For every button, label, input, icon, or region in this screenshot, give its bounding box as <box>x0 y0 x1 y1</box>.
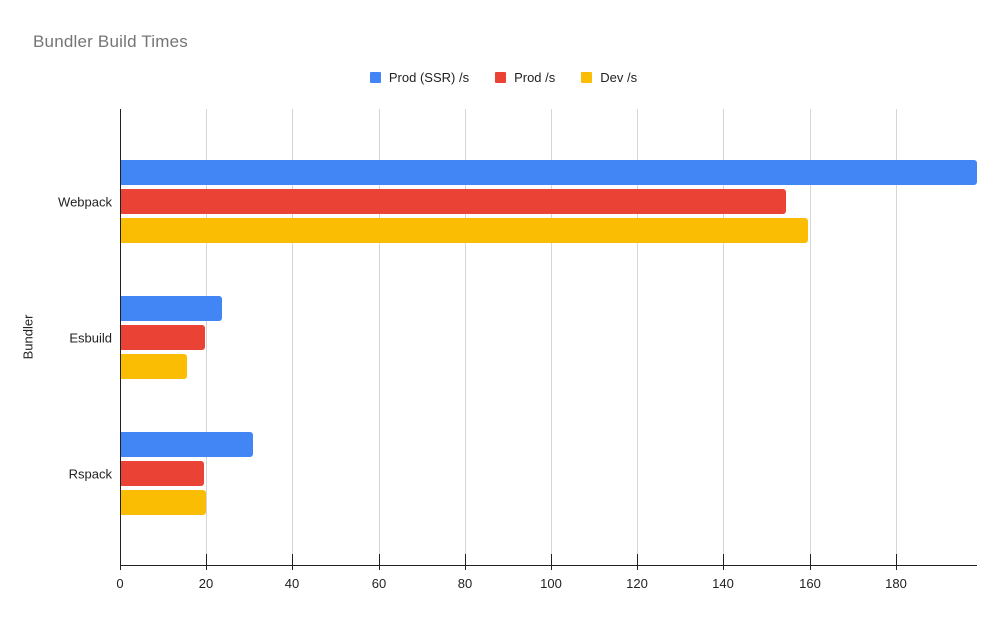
legend: Prod (SSR) /s Prod /s Dev /s <box>0 70 1007 85</box>
category-label-webpack: Webpack <box>58 194 112 209</box>
gridline <box>723 109 724 565</box>
x-tick-label: 120 <box>626 576 648 591</box>
gridline <box>810 109 811 565</box>
x-tick-label: 140 <box>712 576 734 591</box>
x-tick-mark <box>379 554 380 570</box>
x-tick-label: 60 <box>371 576 387 591</box>
gridline <box>551 109 552 565</box>
legend-label: Dev /s <box>600 70 638 85</box>
x-tick-mark <box>465 554 466 570</box>
bar-webpack-2[interactable] <box>121 189 786 214</box>
category-label-esbuild: Esbuild <box>69 330 112 345</box>
bar-webpack-3[interactable] <box>121 218 808 243</box>
y-axis-line <box>120 109 121 565</box>
x-tick-mark <box>896 554 897 570</box>
category-label-rspack: Rspack <box>68 466 112 481</box>
legend-item-1[interactable]: Prod (SSR) /s <box>369 70 470 85</box>
x-tick-mark <box>120 554 121 570</box>
bar-rspack-2[interactable] <box>121 461 204 486</box>
legend-swatch-icon <box>495 72 507 83</box>
x-tick-label: 100 <box>540 576 562 591</box>
bar-rspack-1[interactable] <box>121 432 253 457</box>
x-tick-mark <box>637 554 638 570</box>
x-tick-label: 160 <box>799 576 821 591</box>
chart-title: Bundler Build Times <box>33 32 188 51</box>
x-tick-mark <box>206 554 207 570</box>
x-tick-mark <box>292 554 293 570</box>
bar-webpack-1[interactable] <box>121 160 977 185</box>
x-tick-mark <box>723 554 724 570</box>
gridline <box>206 109 207 565</box>
legend-item-3[interactable]: Dev /s <box>581 70 637 85</box>
x-tick-label: 80 <box>457 576 473 591</box>
x-tick-label: 40 <box>284 576 300 591</box>
legend-label: Prod (SSR) /s <box>388 70 470 85</box>
plot-area <box>120 109 976 565</box>
gridline <box>379 109 380 565</box>
x-tick-label: 180 <box>885 576 907 591</box>
x-tick-mark <box>551 554 552 570</box>
gridline <box>292 109 293 565</box>
legend-label: Prod /s <box>514 70 556 85</box>
legend-swatch-icon <box>369 72 381 83</box>
legend-item-2[interactable]: Prod /s <box>495 70 555 85</box>
x-tick-label: 0 <box>116 576 124 591</box>
gridline <box>465 109 466 565</box>
legend-swatch-icon <box>581 72 593 83</box>
bar-esbuild-3[interactable] <box>121 354 187 379</box>
bar-esbuild-2[interactable] <box>121 325 205 350</box>
bar-rspack-3[interactable] <box>121 490 206 515</box>
x-axis-line <box>120 565 977 566</box>
bar-esbuild-1[interactable] <box>121 296 222 321</box>
x-tick-label: 20 <box>198 576 214 591</box>
gridline <box>896 109 897 565</box>
x-tick-mark <box>810 554 811 570</box>
gridline <box>637 109 638 565</box>
